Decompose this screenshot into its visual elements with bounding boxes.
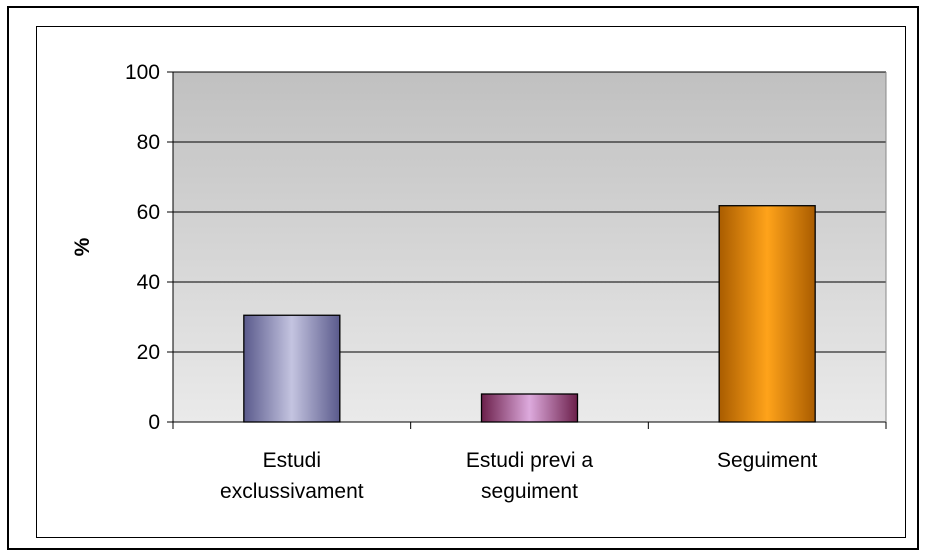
y-axis-title: % (71, 237, 94, 256)
bars (243, 205, 816, 423)
bar-1 (480, 393, 579, 423)
x-category-label-1: Estudi previ a seguiment (466, 449, 594, 503)
labels: 0 20 40 60 80 100 Estudi exclussivament Estudi p… (71, 61, 818, 503)
bar-2 (718, 205, 816, 423)
y-tick-label: 40 (137, 271, 160, 294)
y-tick-label: 80 (137, 131, 160, 154)
axes (167, 71, 887, 429)
bar-0 (243, 314, 341, 423)
y-tick-label: 20 (137, 341, 160, 364)
y-tick-label: 100 (125, 61, 160, 84)
x-category-label-0: Estudi exclussivament (220, 449, 364, 503)
y-tick-label: 0 (148, 411, 160, 434)
y-tick-label: 60 (137, 201, 160, 224)
x-category-label-2: Seguiment (717, 449, 818, 472)
